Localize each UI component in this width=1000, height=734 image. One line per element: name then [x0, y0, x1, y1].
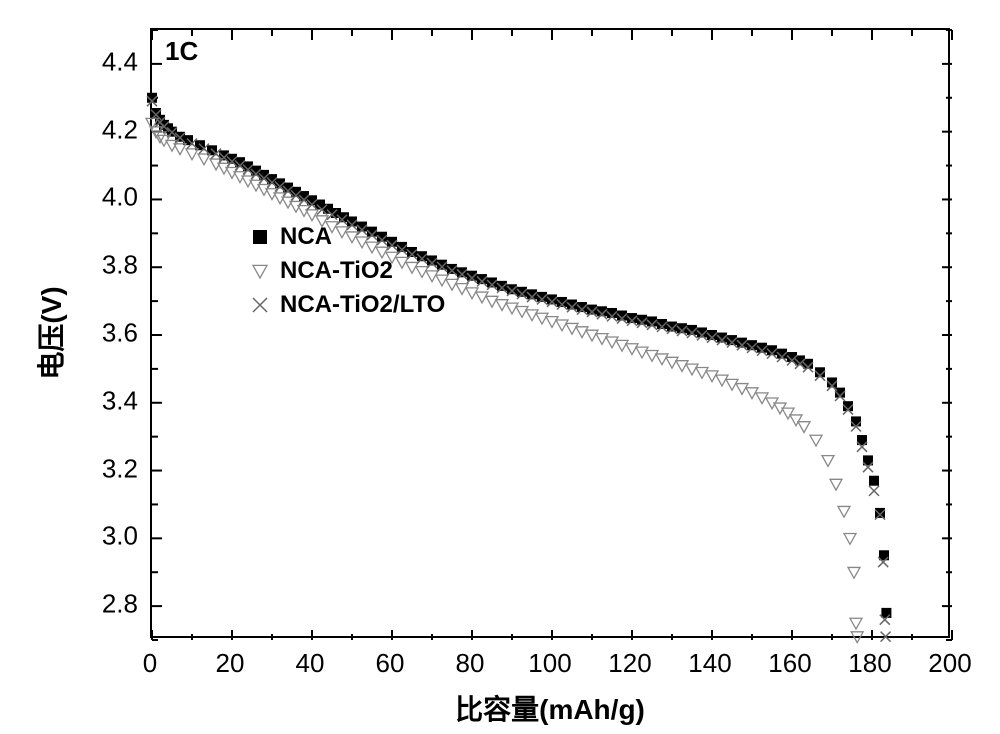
x-tick-label: 80: [456, 648, 485, 679]
legend-marker-icon: [244, 225, 276, 249]
x-tick-label: 20: [216, 648, 245, 679]
corner-label: 1C: [165, 36, 198, 67]
x-tick-label: 180: [848, 648, 891, 679]
x-tick-label: 120: [608, 648, 651, 679]
legend-item: NCA-TiO2/LTO: [244, 288, 445, 322]
legend-marker-icon: [244, 259, 276, 283]
series-NCA-TiO2/LTO: [147, 96, 891, 641]
data-layer: [152, 30, 952, 640]
y-tick-label: 4.0: [102, 182, 138, 213]
legend-item: NCA-TiO2: [244, 254, 445, 288]
y-tick-label: 3.2: [102, 453, 138, 484]
x-tick-label: 200: [928, 648, 971, 679]
x-tick-label: 160: [768, 648, 811, 679]
x-tick-label: 140: [688, 648, 731, 679]
legend-marker-icon: [244, 293, 276, 317]
legend-item: NCA: [244, 220, 445, 254]
series-NCA-TiO2: [146, 118, 863, 642]
y-axis-label: 电压(V): [30, 286, 70, 379]
x-axis-label: 比容量(mAh/g): [455, 688, 645, 728]
y-tick-label: 3.8: [102, 250, 138, 281]
y-tick-label: 3.4: [102, 385, 138, 416]
y-tick-label: 3.0: [102, 521, 138, 552]
y-tick-label: 3.6: [102, 318, 138, 349]
x-tick-label: 100: [528, 648, 571, 679]
x-tick-label: 40: [296, 648, 325, 679]
legend-label: NCA-TiO2/LTO: [276, 291, 445, 319]
legend: NCA NCA-TiO2 NCA-TiO2/LTO: [244, 220, 445, 322]
plot-area: 1C NCA NCA-TiO2 NCA-TiO2/LTO: [150, 28, 950, 638]
y-tick-label: 2.8: [102, 589, 138, 620]
legend-label: NCA: [276, 223, 332, 251]
x-tick-label: 60: [376, 648, 405, 679]
y-tick-label: 4.4: [102, 46, 138, 77]
x-tick-label: 0: [143, 648, 157, 679]
chart-container: 1C NCA NCA-TiO2 NCA-TiO2/LTO 2.8 3.0 3.2 3.4 3…: [0, 0, 1000, 734]
y-tick-label: 4.2: [102, 114, 138, 145]
legend-label: NCA-TiO2: [276, 257, 393, 285]
